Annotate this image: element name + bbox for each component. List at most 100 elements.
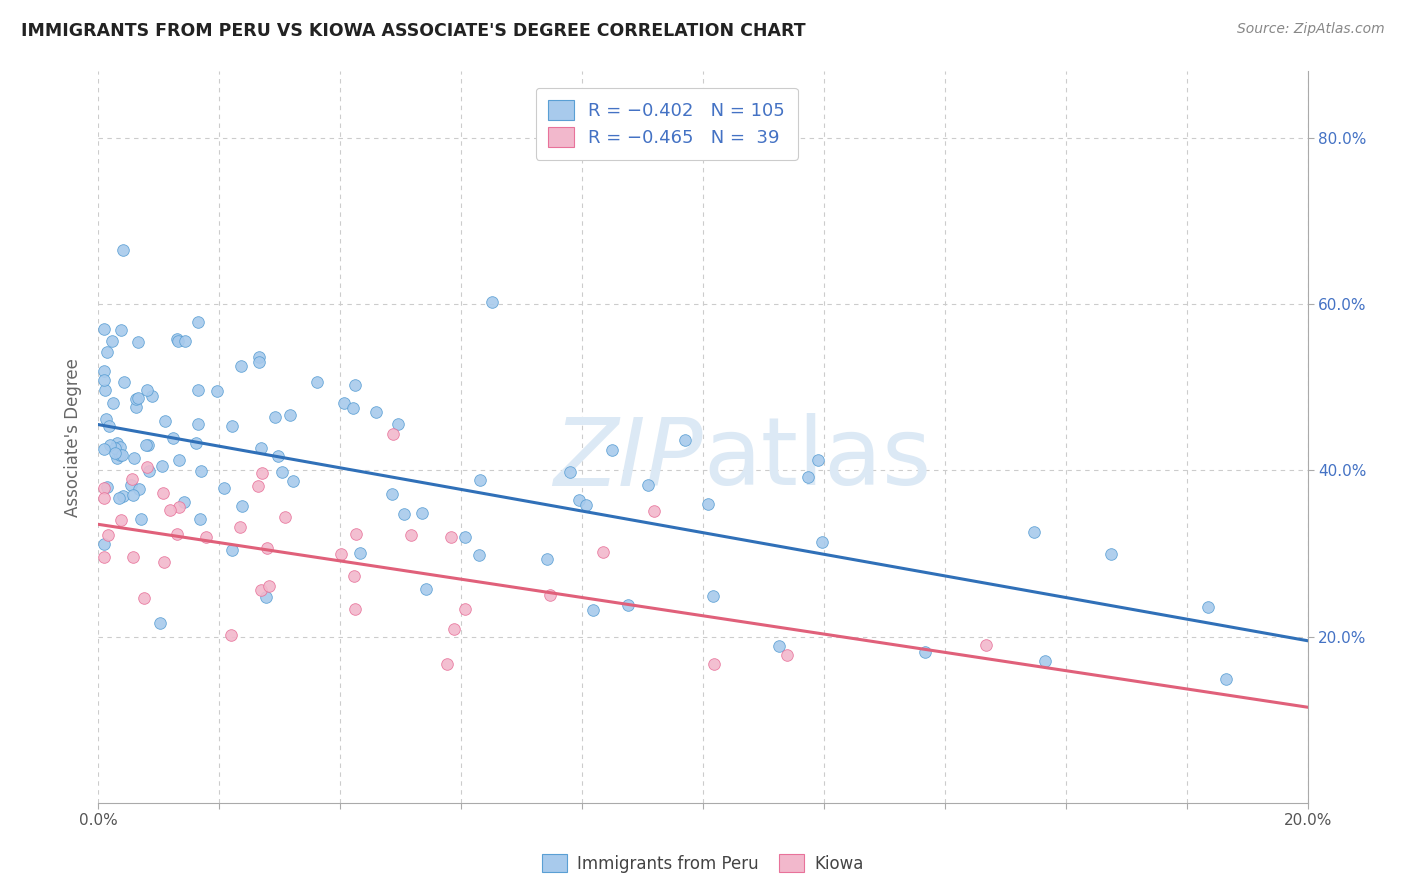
Point	[173, 495, 195, 509]
Point	[96, 480, 118, 494]
Point	[120, 478, 142, 492]
Point	[219, 628, 242, 642]
Legend: R = −0.402   N = 105, R = −0.465   N =  39: R = −0.402 N = 105, R = −0.465 N = 39	[536, 87, 797, 160]
Point	[127, 391, 149, 405]
Point	[281, 474, 304, 488]
Point	[138, 465, 160, 479]
Point	[467, 548, 489, 562]
Point	[1024, 524, 1046, 539]
Point	[134, 591, 156, 605]
Point	[93, 364, 115, 378]
Point	[93, 537, 115, 551]
Point	[212, 481, 235, 495]
Point	[617, 599, 640, 613]
Point	[150, 458, 173, 473]
Point	[263, 409, 285, 424]
Point	[93, 373, 115, 387]
Point	[257, 579, 280, 593]
Point	[382, 427, 405, 442]
Point	[349, 545, 371, 559]
Point	[344, 378, 367, 392]
Point	[254, 591, 277, 605]
Point	[387, 417, 409, 431]
Point	[271, 465, 294, 479]
Point	[122, 488, 145, 502]
Point	[229, 359, 252, 373]
Point	[252, 467, 274, 481]
Point	[169, 452, 191, 467]
Point	[110, 448, 132, 462]
Point	[481, 294, 503, 309]
Point	[127, 334, 149, 349]
Point	[453, 602, 475, 616]
Point	[101, 334, 124, 348]
Point	[141, 389, 163, 403]
Point	[381, 487, 404, 501]
Point	[167, 334, 190, 348]
Text: IMMIGRANTS FROM PERU VS KIOWA ASSOCIATE'S DEGREE CORRELATION CHART: IMMIGRANTS FROM PERU VS KIOWA ASSOCIATE'…	[21, 22, 806, 40]
Point	[125, 400, 148, 414]
Point	[93, 549, 115, 564]
Point	[249, 350, 271, 364]
Point	[247, 354, 270, 368]
Point	[184, 436, 207, 450]
Point	[107, 491, 129, 506]
Point	[111, 243, 134, 257]
Point	[173, 334, 195, 348]
Point	[98, 438, 121, 452]
Point	[136, 438, 159, 452]
Point	[111, 489, 134, 503]
Point	[121, 549, 143, 564]
Point	[1215, 672, 1237, 686]
Point	[974, 638, 997, 652]
Point	[152, 485, 174, 500]
Point	[401, 528, 423, 542]
Point	[807, 452, 830, 467]
Point	[166, 333, 188, 347]
Point	[703, 657, 725, 671]
Point	[536, 552, 558, 566]
Point	[105, 436, 128, 450]
Legend: Immigrants from Peru, Kiowa: Immigrants from Peru, Kiowa	[536, 847, 870, 880]
Point	[187, 383, 209, 397]
Point	[344, 527, 367, 541]
Point	[135, 383, 157, 397]
Point	[129, 511, 152, 525]
Point	[110, 440, 132, 454]
Point	[112, 375, 135, 389]
Point	[195, 530, 218, 544]
Point	[697, 497, 720, 511]
Point	[249, 441, 271, 455]
Point	[101, 396, 124, 410]
Point	[153, 414, 176, 428]
Point	[167, 500, 190, 515]
Point	[443, 622, 465, 636]
Point	[436, 657, 458, 672]
Point	[188, 511, 211, 525]
Point	[274, 510, 297, 524]
Point	[575, 498, 598, 512]
Point	[97, 527, 120, 541]
Point	[1099, 547, 1122, 561]
Point	[221, 419, 243, 434]
Point	[343, 569, 366, 583]
Point	[125, 392, 148, 407]
Point	[600, 442, 623, 457]
Point	[105, 451, 128, 466]
Point	[768, 639, 790, 653]
Point	[96, 345, 118, 359]
Y-axis label: Associate's Degree: Associate's Degree	[65, 358, 83, 516]
Point	[643, 504, 665, 518]
Point	[440, 530, 463, 544]
Point	[111, 448, 134, 462]
Point	[121, 472, 143, 486]
Point	[162, 432, 184, 446]
Point	[104, 441, 127, 455]
Point	[775, 648, 797, 662]
Text: ZIP: ZIP	[554, 414, 703, 505]
Point	[249, 582, 271, 597]
Text: Source: ZipAtlas.com: Source: ZipAtlas.com	[1237, 22, 1385, 37]
Point	[582, 603, 605, 617]
Text: atlas: atlas	[703, 413, 931, 505]
Point	[187, 417, 209, 432]
